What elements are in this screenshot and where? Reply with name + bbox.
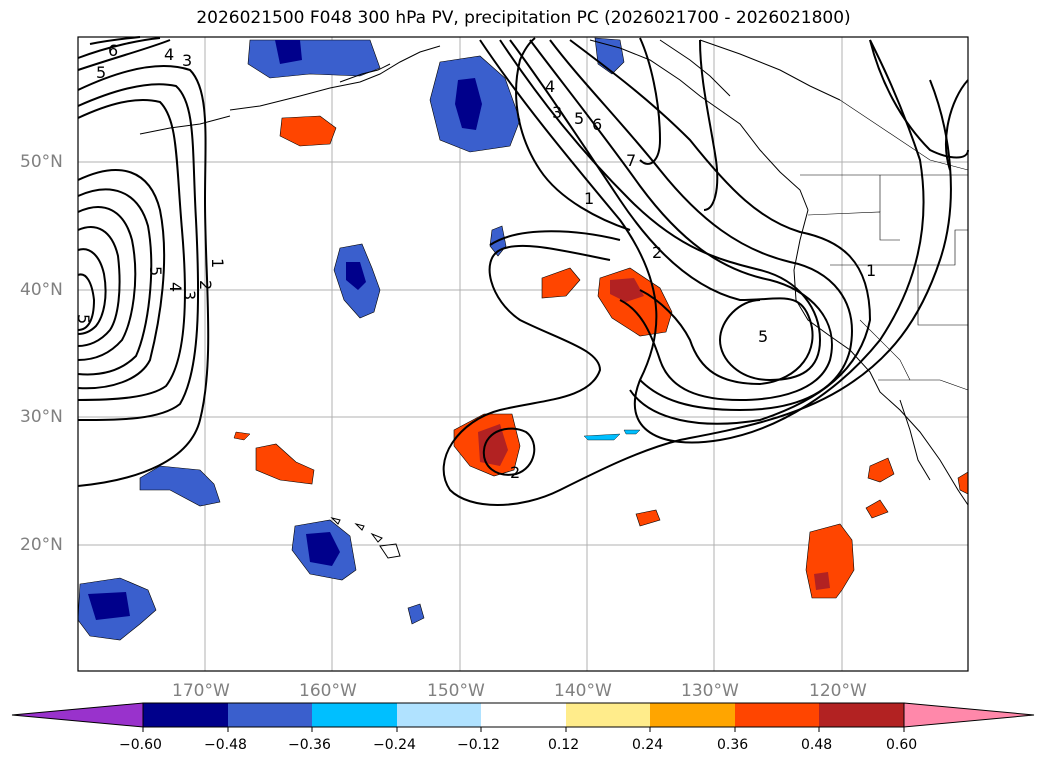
contour-label-nw-3: 3 [182, 51, 192, 70]
colorbar-extend-min [11, 702, 144, 728]
hawaii-islands [330, 517, 401, 559]
colorbar [11, 702, 1035, 732]
colorbar-bin [397, 703, 481, 727]
lon-label-160w: 160°W [299, 681, 357, 701]
lon-label-170w: 170°W [172, 681, 230, 701]
contour-label-nw-4: 4 [164, 45, 174, 64]
precip-negative-areas [77, 37, 641, 641]
contour-label-west-4: 4 [166, 282, 185, 292]
contour-label-west-1: 1 [208, 258, 227, 268]
map-title: 2026021500 F048 300 hPa PV, precipitatio… [196, 8, 851, 28]
precip-blob-42n-small [541, 267, 581, 299]
colorbar-tick-label: 0.48 [801, 737, 833, 753]
lon-label-140w: 140°W [554, 681, 612, 701]
precip-blob-gulf-alaska [247, 39, 381, 79]
precip-blob-south-large [805, 523, 855, 599]
contour-label-west-5b: 5 [74, 314, 93, 324]
lon-label-130w: 130°W [681, 681, 739, 701]
lon-label-150w: 150°W [427, 681, 485, 701]
colorbar-tick-label: 0.36 [717, 737, 749, 753]
contour-label-jet-1: 1 [584, 189, 594, 208]
contour-label-nw-5: 5 [96, 63, 106, 82]
colorbar-frame [142, 702, 905, 728]
precip-blob-west-27n [139, 465, 221, 507]
coastlines [139, 39, 969, 506]
pv-closed-contour-center [482, 427, 536, 476]
colorbar-extend-max [903, 702, 1035, 728]
contour-label-trough-1: 1 [866, 261, 876, 280]
contour-label-west-5: 5 [146, 266, 165, 276]
colorbar-bin [819, 703, 904, 727]
colorbar-bin [735, 703, 819, 727]
precip-blob-tiny-15n [407, 603, 425, 625]
contour-label-group: 6 5 4 3 5 4 3 2 1 5 4 3 5 6 7 1 2 5 1 2 [74, 41, 876, 482]
precip-blob-panhandle [594, 37, 625, 75]
lat-label-40n: 40°N [20, 280, 63, 300]
precip-positive-areas [233, 115, 969, 599]
colorbar-bin [312, 703, 397, 727]
precip-blob-baja [867, 457, 895, 483]
contour-label-nw-6: 6 [108, 41, 118, 60]
contour-label-jet-2: 2 [652, 243, 662, 262]
colorbar-tick-label: 0.24 [632, 737, 664, 753]
colorbar-bin [481, 703, 566, 727]
contour-label-jet-4: 4 [545, 77, 555, 96]
precip-blob-west-28n [255, 443, 315, 485]
contour-label-trough-5: 5 [758, 327, 768, 346]
contour-label-west-2: 2 [196, 280, 215, 290]
colorbar-tick-label: −0.36 [288, 737, 331, 753]
map-frame [77, 36, 969, 672]
contour-label-jet-6: 6 [592, 115, 602, 134]
precip-blob-22n [635, 509, 661, 527]
lat-label-20n: 20°N [20, 535, 63, 555]
contour-label-west-3: 3 [180, 290, 199, 300]
colorbar-bin [566, 703, 650, 727]
contour-label-jet-3: 3 [552, 103, 562, 122]
precip-blob-40n-large [597, 267, 673, 337]
colorbar-tick-label: 0.60 [886, 737, 918, 753]
colorbar-tick-label: −0.60 [119, 737, 162, 753]
colorbar-tick-label: 0.12 [548, 737, 580, 753]
political-borders [800, 99, 969, 391]
colorbar-tick-label: −0.48 [204, 737, 247, 753]
precip-blob-52n [279, 115, 337, 147]
contour-label-center-2: 2 [510, 463, 520, 482]
contour-label-jet-7: 7 [626, 151, 636, 170]
lon-label-120w: 120°W [809, 681, 867, 701]
contour-label-jet-5: 5 [574, 109, 584, 128]
lat-label-50n: 50°N [20, 152, 63, 172]
lat-label-30n: 30°N [20, 407, 63, 427]
colorbar-bin [650, 703, 735, 727]
precip-blob-light-cyan [583, 433, 621, 441]
pv-contours [77, 36, 969, 506]
colorbar-bin [228, 703, 312, 727]
colorbar-tick-label: −0.24 [373, 737, 416, 753]
colorbar-bin [143, 703, 228, 727]
colorbar-tick-label: −0.12 [457, 737, 500, 753]
